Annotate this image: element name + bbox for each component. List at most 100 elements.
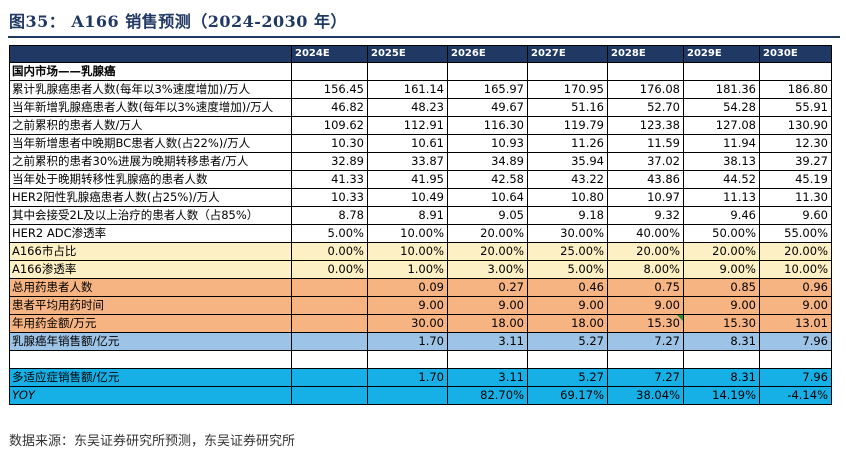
cell: 43.22	[527, 170, 608, 189]
cell: 123.38	[607, 116, 684, 135]
cell	[291, 314, 368, 333]
cell: 9.00	[607, 296, 684, 315]
cell: 69.17%	[527, 386, 608, 405]
row-label: A166市占比	[9, 242, 292, 261]
cell: 55.91	[759, 98, 832, 117]
cell: 9.18	[527, 206, 608, 225]
cell: 7.96	[759, 332, 832, 351]
cell: 49.67	[447, 98, 528, 117]
table-row: 其中会接受2L及以上治疗的患者人数（占85%） 8.78 8.91 9.05 9.18 9…	[9, 206, 832, 225]
cell: 109.62	[291, 116, 368, 135]
cell: 161.14	[367, 80, 448, 99]
cell	[367, 386, 448, 405]
cell: 10.93	[447, 134, 528, 153]
cell: 10.33	[291, 188, 368, 207]
cell: 116.30	[447, 116, 528, 135]
table-row: HER2阳性乳腺癌患者人数(占25%)/万人 10.33 10.49 10.64 10.…	[9, 188, 832, 207]
col-header: 2026E	[447, 45, 528, 63]
row-label: HER2 ADC渗透率	[9, 224, 292, 243]
row-label: 总用药患者人数	[9, 278, 292, 297]
cell: 8.31	[683, 332, 760, 351]
cell: 0.96	[759, 278, 832, 297]
cell: 9.60	[759, 206, 832, 225]
cell: 18.00	[527, 314, 608, 333]
row-label: A166渗透率	[9, 260, 292, 279]
cell: 181.36	[683, 80, 760, 99]
cell: 0.00%	[291, 242, 368, 261]
row-label: 当年处于晚期转移性乳腺癌的患者人数	[9, 170, 292, 189]
col-header: 2029E	[683, 45, 760, 63]
cell	[291, 332, 368, 351]
cell: 33.87	[367, 152, 448, 171]
header-blank	[9, 45, 292, 63]
cell: 1.70	[367, 368, 448, 387]
cell: 18.00	[447, 314, 528, 333]
cell: 10.00%	[367, 224, 448, 243]
cell: 51.16	[527, 98, 608, 117]
table-row: 当年新增患者中晚期BC患者人数(占22%)/万人 10.30 10.61 10.93 1…	[9, 134, 832, 153]
table-row: 之前累积的患者30%进展为晚期转移患者/万人 32.89 33.87 34.89 35.…	[9, 152, 832, 171]
spacer-row	[9, 350, 832, 369]
table-row: 总用药患者人数 0.09 0.27 0.46 0.75 0.85 0.96	[9, 278, 832, 297]
cell: 11.26	[527, 134, 608, 153]
cell: 45.19	[759, 170, 832, 189]
cell: 82.70%	[447, 386, 528, 405]
table-row: YOY 82.70% 69.17% 38.04% 14.19% -4.14%	[9, 386, 832, 405]
cell: 15.30	[607, 314, 684, 333]
cell: 37.02	[607, 152, 684, 171]
table-row: 当年新增乳腺癌患者人数(每年以3%速度增加)/万人 46.82 48.23 49.67…	[9, 98, 832, 117]
cell: 15.30	[683, 314, 760, 333]
table-row: HER2 ADC渗透率 5.00% 10.00% 20.00% 30.00% 40.00%…	[9, 224, 832, 243]
forecast-table: 2024E 2025E 2026E 2027E 2028E 2029E 2030…	[9, 45, 832, 405]
table-row: 患者平均用药时间 9.00 9.00 9.00 9.00 9.00 9.00	[9, 296, 832, 315]
cell: 0.85	[683, 278, 760, 297]
cell: 10.80	[527, 188, 608, 207]
row-label: 累计乳腺癌患者人数(每年以3%速度增加)/万人	[9, 80, 292, 99]
cell: 38.04%	[607, 386, 684, 405]
figure-title: 图35： A166 销售预测（2024-2030 年）	[9, 12, 347, 31]
cell: 7.27	[607, 332, 684, 351]
cell: 10.49	[367, 188, 448, 207]
cell: 5.00%	[527, 260, 608, 279]
cell: 0.75	[607, 278, 684, 297]
cell: 0.09	[367, 278, 448, 297]
table-row: 多适应症销售额/亿元 1.70 3.11 5.27 7.27 8.31 7.96	[9, 368, 832, 387]
cell: 10.00%	[759, 260, 832, 279]
cell	[291, 278, 368, 297]
source-note: 数据来源：东吴证券研究所预测，东吴证券研究所	[9, 434, 296, 449]
cell: 34.89	[447, 152, 528, 171]
cell: 130.90	[759, 116, 832, 135]
cell: 9.00	[527, 296, 608, 315]
cell: 119.79	[527, 116, 608, 135]
cell: 112.91	[367, 116, 448, 135]
cell: 156.45	[291, 80, 368, 99]
cell: 10.64	[447, 188, 528, 207]
cell: 9.00	[447, 296, 528, 315]
cell: 170.95	[527, 80, 608, 99]
table-row-breast-sales: 乳腺癌年销售额/亿元 1.70 3.11 5.27 7.27 8.31 7.96	[9, 332, 832, 351]
cell: 7.96	[759, 368, 832, 387]
cell: 9.00%	[683, 260, 760, 279]
cell: 25.00%	[527, 242, 608, 261]
cell: 176.08	[607, 80, 684, 99]
row-label: 患者平均用药时间	[9, 296, 292, 315]
cell: 7.27	[607, 368, 684, 387]
cell: 9.46	[683, 206, 760, 225]
cell: 9.00	[759, 296, 832, 315]
table-row: 累计乳腺癌患者人数(每年以3%速度增加)/万人 156.45 161.14 165.9…	[9, 80, 832, 99]
cell: 11.94	[683, 134, 760, 153]
cell: 9.32	[607, 206, 684, 225]
cell: 5.27	[527, 332, 608, 351]
cell: 43.86	[607, 170, 684, 189]
table-row: 年用药金额/万元 30.00 18.00 18.00 15.30 15.30 13.01	[9, 314, 832, 333]
cell: 1.00%	[367, 260, 448, 279]
cell: 38.13	[683, 152, 760, 171]
cell: 0.27	[447, 278, 528, 297]
cell: 8.78	[291, 206, 368, 225]
row-label: 多适应症销售额/亿元	[9, 368, 292, 387]
cell: 14.19%	[683, 386, 760, 405]
row-label: 年用药金额/万元	[9, 314, 292, 333]
cell: 0.00%	[291, 260, 368, 279]
cell: 55.00%	[759, 224, 832, 243]
cell: 20.00%	[447, 224, 528, 243]
